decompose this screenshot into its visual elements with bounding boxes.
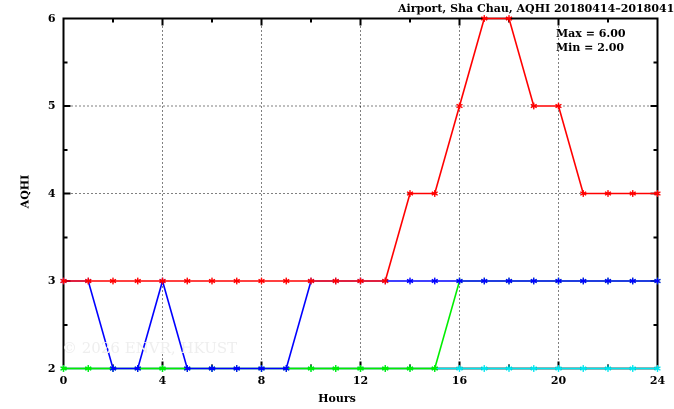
series-marker — [530, 365, 538, 372]
x-tick-label: 20 — [550, 373, 567, 387]
series-marker — [109, 277, 117, 285]
x-tick-label: 4 — [158, 373, 167, 387]
series-marker — [555, 102, 562, 110]
series-marker — [307, 277, 315, 285]
series-marker — [381, 277, 389, 285]
series-marker — [258, 365, 265, 372]
series-marker — [579, 365, 587, 372]
series-marker — [579, 277, 587, 285]
series-marker — [456, 102, 463, 110]
series-marker — [183, 277, 191, 285]
series-marker — [233, 277, 241, 285]
series-marker — [555, 277, 562, 285]
series-marker — [84, 365, 92, 372]
series-marker — [183, 365, 191, 372]
series-marker — [480, 365, 488, 372]
x-tick-label: 12 — [352, 373, 369, 387]
series-marker — [629, 365, 637, 372]
series-marker — [456, 365, 463, 372]
series-marker — [60, 277, 67, 285]
series-marker — [109, 365, 117, 372]
legend-min-label: Min = 2.00 — [556, 41, 625, 54]
series-marker — [258, 277, 265, 285]
series-marker — [406, 190, 414, 197]
series-marker — [406, 277, 414, 285]
series-marker — [654, 277, 661, 285]
y-tick-label: 3 — [47, 274, 56, 287]
series-marker — [505, 15, 513, 22]
series-line — [63, 17, 658, 282]
series-marker — [307, 365, 315, 372]
x-axis-label: Hours — [318, 392, 356, 405]
series-marker — [480, 277, 488, 285]
series-marker — [530, 102, 538, 110]
legend-max-label: Max = 6.00 — [556, 27, 626, 40]
series-marker — [60, 365, 67, 372]
series-marker — [431, 190, 439, 197]
series-marker — [505, 365, 513, 372]
series-marker — [357, 365, 364, 372]
series-marker — [505, 277, 513, 285]
series-marker — [159, 365, 166, 372]
series-marker — [604, 365, 612, 372]
series-marker — [555, 365, 562, 372]
series-marker — [208, 365, 216, 372]
series-marker — [233, 365, 241, 372]
series-marker — [282, 277, 290, 285]
x-tick-label: 24 — [649, 373, 666, 387]
legend-box: Max = 6.00 Min = 2.00 — [556, 27, 626, 55]
series-marker — [134, 277, 142, 285]
x-tick-label: 8 — [257, 373, 266, 387]
series-marker — [654, 190, 661, 197]
series-marker — [431, 365, 439, 372]
series-marker — [530, 277, 538, 285]
series-20180414 — [60, 15, 661, 285]
series-marker — [406, 365, 414, 372]
series-marker — [629, 190, 637, 197]
series-marker — [579, 190, 587, 197]
series-marker — [282, 365, 290, 372]
series-marker — [604, 277, 612, 285]
y-tick-label: 5 — [47, 99, 56, 112]
y-tick-label: 2 — [47, 361, 56, 375]
y-tick-label: 4 — [47, 186, 56, 200]
series-marker — [381, 365, 389, 372]
series-20180415 — [60, 277, 661, 372]
series-marker — [629, 277, 637, 285]
series-marker — [159, 277, 166, 285]
x-tick-label: 16 — [451, 373, 468, 387]
series-marker — [431, 277, 439, 285]
chart-title: Airport, Sha Chau, AQHI 20180414–2018041… — [398, 2, 674, 15]
series-marker — [654, 365, 661, 372]
series-marker — [134, 365, 142, 372]
x-tick-label: 0 — [59, 373, 68, 387]
series-marker — [357, 277, 364, 285]
series-marker — [456, 277, 463, 285]
series-marker — [208, 277, 216, 285]
series-marker — [332, 277, 340, 285]
series-marker — [480, 15, 488, 22]
series-marker — [332, 365, 340, 372]
series-marker — [604, 190, 612, 197]
y-tick-label: 6 — [47, 11, 56, 25]
series-marker — [84, 277, 92, 285]
